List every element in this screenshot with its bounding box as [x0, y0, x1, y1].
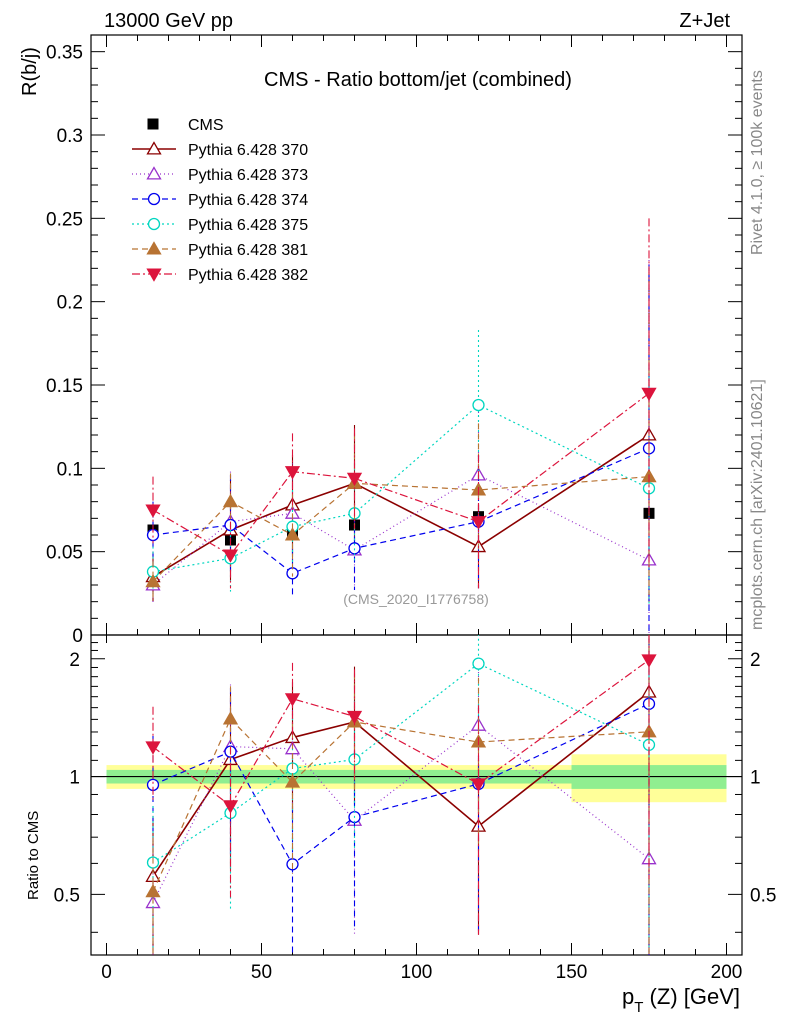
x-axis-label: pT (Z) [GeV]: [622, 984, 740, 1016]
ratio-tick-label-right: 0.5: [750, 885, 776, 906]
series-Pythia-6428-374: [146, 265, 656, 632]
series-point: [470, 516, 487, 530]
series-line: [152, 447, 650, 575]
y-tick-label: 0.15: [46, 376, 83, 397]
energy-label: 13000 GeV pp: [104, 10, 233, 32]
series-Pythia-6428-375: [146, 330, 656, 605]
y-tick-label: 0.1: [57, 459, 83, 480]
ratio-tick-label: 1: [69, 768, 80, 789]
uncertainty-bands: [106, 754, 727, 803]
legend-marker-cms: [147, 118, 159, 130]
ratio-series-point: [145, 741, 161, 755]
ratio-series-line: [152, 662, 650, 863]
y-axis-label: R(b/j): [19, 47, 41, 96]
series-Pythia-6428-382: [145, 218, 657, 589]
series-point: [641, 387, 657, 402]
ratio-series-point: [470, 778, 487, 792]
ratio-series-line: [152, 659, 650, 807]
series-point: [472, 398, 485, 412]
legend-label: Pythia 6.428 375: [188, 217, 308, 234]
series-point: [284, 527, 301, 541]
y-tick-label: 0.05: [46, 543, 83, 564]
ratio-tick-label: 2: [69, 650, 80, 671]
process-label: Z+Jet: [679, 10, 730, 32]
series-point: [284, 466, 301, 480]
legend-marker: [146, 241, 162, 255]
y-tick-label: 0.2: [57, 293, 83, 314]
series-line: [152, 392, 650, 556]
series-point: [145, 504, 161, 518]
ratio-series-point: [222, 711, 239, 725]
series-point: [346, 472, 363, 487]
series-Pythia-6428-370: [145, 268, 657, 602]
legend-marker: [146, 141, 162, 155]
x-tick-label: 100: [401, 962, 433, 983]
x-tick-label: 50: [251, 962, 272, 983]
legend-marker: [147, 217, 161, 231]
x-tick-label: 200: [711, 962, 743, 983]
ratio-series-line: [152, 717, 650, 892]
ratio-panel: Ratio to CMS 0 50 100 150 200 0.5 0.5 1 1 2 2: [25, 634, 776, 983]
legend-label: Pythia 6.428 370: [188, 142, 308, 159]
series-point: [145, 573, 161, 588]
ratio-plot-area: [145, 635, 657, 955]
legend-label: Pythia 6.428 374: [188, 192, 308, 209]
rivet-note: Rivet 4.1.0, ≥ 100k events: [749, 70, 766, 255]
series-line: [152, 434, 650, 578]
legend-marker: [146, 166, 162, 180]
analysis-id: (CMS_2020_I1776758): [343, 591, 489, 607]
ratio-series-point: [641, 654, 657, 668]
ratio-series-point: [145, 883, 161, 898]
series-point: [222, 549, 239, 563]
legend-label-cms: CMS: [188, 117, 224, 134]
ratio-y-axis-label: Ratio to CMS: [25, 811, 42, 900]
ratio-series-Pythia-6428-381: [145, 637, 657, 955]
legend-marker: [146, 268, 162, 282]
ratio-series-point: [472, 657, 485, 670]
series-Pythia-6428-373: [145, 260, 657, 635]
ratio-series-Pythia-6428-382: [145, 635, 657, 935]
series-line: [152, 404, 650, 573]
chart-title: CMS - Ratio bottom/jet (combined): [264, 69, 572, 91]
ratio-series-line: [152, 691, 650, 877]
ratio-tick-label: 0.5: [54, 885, 80, 906]
ratio-series-point: [346, 710, 363, 725]
legend-label: Pythia 6.428 373: [188, 167, 308, 184]
mcplots-note: mcplots.cern.ch [arXiv:2401.10621]: [749, 379, 766, 630]
ratio-series-line: [152, 703, 650, 866]
main-panel: CMS - Ratio bottom/jet (combined) (CMS_2…: [19, 34, 743, 647]
main-plot-area: [145, 218, 657, 635]
y-tick-label: 0.25: [46, 209, 83, 230]
ratio-series-point: [284, 693, 301, 707]
legend-marker: [147, 192, 161, 206]
y-tick-label: 0.35: [46, 43, 83, 64]
legend-label: Pythia 6.428 381: [188, 242, 308, 259]
x-tick-label: 150: [556, 962, 588, 983]
ratio-tick-label-right: 2: [750, 650, 761, 671]
y-tick-label: 0: [72, 626, 83, 647]
series-point: [286, 567, 299, 580]
ratio-series-point: [284, 774, 301, 788]
ratio-tick-label-right: 1: [750, 768, 761, 789]
ratio-series-point: [222, 800, 239, 814]
legend-label: Pythia 6.428 382: [188, 267, 308, 284]
series-line: [152, 476, 650, 583]
legend: CMS Pythia 6.428 370 Pythia 6.428 373 Pythi…: [132, 117, 308, 284]
x-tick-label: 0: [101, 962, 112, 983]
series-point: [222, 493, 239, 508]
y-tick-label: 0.3: [57, 126, 83, 147]
